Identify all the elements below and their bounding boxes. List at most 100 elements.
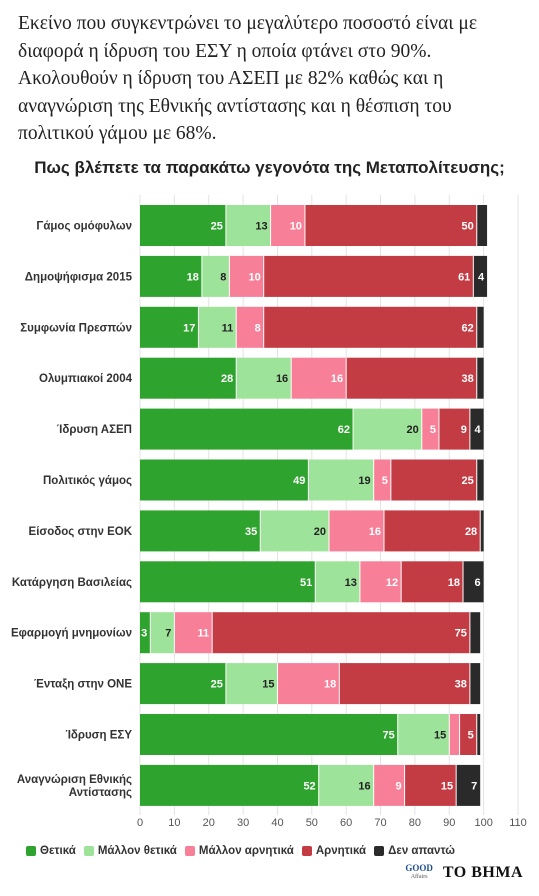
bar-segment — [390, 459, 477, 501]
data-label: 7 — [471, 780, 477, 792]
bar-segment — [140, 306, 199, 348]
category-label: Ίδρυση ΑΣΕΠ — [57, 424, 132, 436]
gridlines — [139, 195, 519, 815]
bar-segment — [459, 714, 477, 755]
legend-label: Αρνητικά — [315, 845, 367, 857]
bars — [140, 205, 488, 806]
data-label: 16 — [369, 526, 381, 538]
legend-swatch — [83, 846, 94, 856]
bar-segment — [473, 255, 488, 297]
data-label: 6 — [475, 577, 481, 589]
bar-segment — [212, 612, 470, 654]
data-label: 28 — [465, 526, 477, 538]
legend-label: Μάλλον αρνητικά — [198, 845, 294, 857]
data-label: 15 — [262, 679, 274, 691]
data-label: 11 — [198, 628, 210, 640]
x-tick-label: 50 — [306, 817, 318, 829]
bar-segment — [260, 510, 329, 552]
data-label: 62 — [462, 322, 474, 334]
data-label: 20 — [407, 424, 419, 436]
legend-label: Μάλλον θετικά — [97, 845, 177, 857]
legend-label: Δεν απαντώ — [388, 845, 455, 857]
data-label: 62 — [338, 424, 350, 436]
data-label: 5 — [430, 424, 436, 436]
bar-segment — [174, 612, 213, 654]
data-label: 18 — [187, 271, 199, 283]
data-label: 4 — [475, 424, 482, 436]
bar-segment — [277, 663, 340, 705]
good-affairs-logo: GOOD Affairs — [405, 864, 433, 882]
data-label: 11 — [222, 322, 234, 334]
legend-item: Αρνητικά — [301, 845, 367, 857]
x-axis-ticks: 0 10 20 30 40 50 60 70 80 90 100 110 — [137, 817, 527, 829]
bar-segment — [373, 764, 405, 806]
category-label: Κατάργηση Βασιλείας — [12, 577, 132, 589]
legend-item: Δεν απαντώ — [374, 845, 455, 857]
bar-segment — [469, 612, 481, 654]
bar-segment — [140, 408, 354, 450]
bar-segment — [315, 561, 360, 603]
bar-segment — [456, 764, 481, 806]
bar-segment — [201, 255, 230, 297]
category-label: Ίδρυση ΕΣΥ — [65, 730, 132, 742]
data-label: 10 — [248, 271, 260, 283]
bar-segment — [359, 561, 402, 603]
legend-item: Μάλλον θετικά — [83, 845, 177, 857]
x-tick-label: 70 — [374, 817, 386, 829]
chart-title: Πως βλέπετε τα παρακάτω γεγονότα της Μετ… — [34, 158, 505, 177]
bar-segment — [476, 205, 488, 246]
data-label: 28 — [221, 373, 233, 385]
data-label: 38 — [455, 679, 467, 691]
bar-segment — [476, 714, 481, 755]
bar-segment — [438, 408, 470, 450]
data-label: 9 — [395, 780, 401, 792]
data-label: 5 — [468, 730, 474, 742]
category-label: Συμφωνία Πρεσπών — [20, 322, 132, 334]
bar-segment — [291, 357, 347, 399]
legend-swatch — [374, 846, 385, 856]
good-affairs-logo-top: GOOD — [405, 863, 433, 873]
bar-segment — [404, 764, 457, 806]
bar-segment — [383, 510, 481, 552]
x-tick-label: 80 — [409, 817, 421, 829]
data-label: 16 — [358, 780, 370, 792]
bar-segment — [476, 306, 484, 348]
logos: GOOD Affairs ΤΟ ΒΗΜΑ — [405, 864, 523, 882]
data-label: 50 — [462, 221, 474, 233]
data-label: 52 — [303, 780, 315, 792]
data-label: 20 — [314, 526, 326, 538]
bar-segment — [263, 306, 477, 348]
data-label: 25 — [462, 475, 474, 487]
data-label: 7 — [165, 628, 171, 640]
bar-segment — [476, 357, 484, 399]
legend-item: Μάλλον αρνητικά — [184, 845, 294, 857]
data-label: 8 — [255, 322, 261, 334]
bar-segment — [140, 612, 151, 654]
data-label: 16 — [276, 373, 288, 385]
bar-segment — [140, 663, 226, 705]
x-tick-label: 40 — [271, 817, 283, 829]
intro-paragraph: Εκείνο που συγκεντρώνει το μεγαλύτερο πο… — [18, 13, 478, 144]
bar-segment — [480, 510, 484, 552]
category-label: Εφαρμογή μνημονίων — [11, 628, 132, 640]
data-label: 18 — [448, 577, 460, 589]
legend-swatch — [184, 846, 195, 856]
to-vima-logo: ΤΟ ΒΗΜΑ — [442, 864, 523, 881]
bar-segment — [469, 663, 481, 705]
x-tick-label: 30 — [237, 817, 249, 829]
bar-segment — [140, 561, 316, 603]
category-label: Είσοδος στην ΕΟΚ — [29, 526, 133, 538]
data-label: 61 — [458, 271, 470, 283]
data-label: 15 — [441, 780, 453, 792]
bar-segment — [140, 205, 226, 246]
bar-segment — [373, 459, 391, 501]
x-tick-label: 100 — [474, 817, 492, 829]
x-tick-label: 60 — [340, 817, 352, 829]
bar-segment — [449, 714, 460, 755]
legend-label: Θετικά — [40, 845, 76, 857]
data-label: 38 — [462, 373, 474, 385]
bar-segment — [346, 357, 477, 399]
bar-segment — [329, 510, 384, 552]
data-label: 49 — [293, 475, 305, 487]
